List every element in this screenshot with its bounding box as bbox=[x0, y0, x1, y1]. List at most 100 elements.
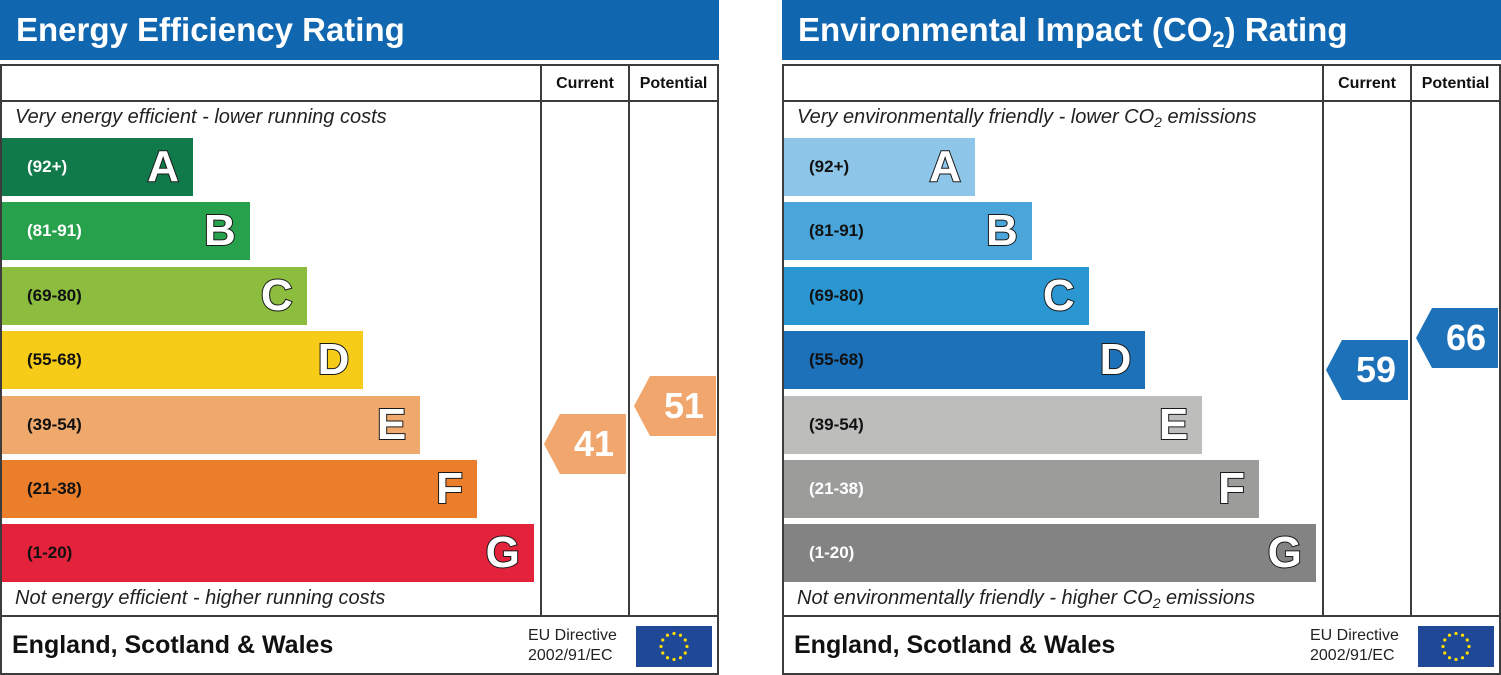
rating-band-b: (81-91) B bbox=[784, 202, 1032, 261]
band-letter: A bbox=[928, 141, 962, 192]
eu-star-icon bbox=[1460, 633, 1465, 637]
eu-star-icon bbox=[1443, 638, 1447, 642]
rating-band-c: (69-80) C bbox=[2, 266, 307, 325]
column-divider bbox=[540, 64, 542, 617]
energy-efficiency-panel: Energy Efficiency Rating Current Potenti… bbox=[0, 0, 719, 675]
eu-star-icon bbox=[1447, 656, 1452, 660]
current-rating-marker: 59 bbox=[1326, 340, 1408, 400]
current-rating-value: 59 bbox=[1355, 349, 1397, 390]
top-note-end: emissions bbox=[1161, 106, 1257, 128]
eu-star-icon bbox=[683, 651, 687, 655]
band-letter: G bbox=[1267, 527, 1303, 578]
environmental-impact-panel: Environmental Impact (CO2) Rating Curren… bbox=[782, 0, 1501, 675]
potential-rating-marker: 51 bbox=[634, 376, 716, 436]
eu-star-icon bbox=[1441, 644, 1445, 649]
eu-star-icon bbox=[665, 633, 670, 637]
band-range-label: (92+) bbox=[27, 157, 68, 176]
band-range-label: (21-38) bbox=[27, 479, 82, 498]
eu-star-icon bbox=[678, 633, 683, 637]
band-range-label: (21-38) bbox=[809, 479, 864, 498]
band-range-label: (81-91) bbox=[809, 221, 864, 241]
marker-arrow-shape bbox=[1326, 340, 1408, 400]
rating-band-b: (81-91) B bbox=[2, 202, 250, 261]
band-range-label: (55-68) bbox=[27, 350, 82, 370]
band-range-label: (81-91) bbox=[27, 221, 82, 241]
band-letter: E bbox=[376, 399, 407, 450]
eu-star-icon bbox=[1443, 651, 1447, 655]
eu-directive: EU Directive 2002/91/EC bbox=[528, 626, 617, 666]
band-range-label: (69-80) bbox=[27, 285, 82, 305]
top-note-main: Very environmentally friendly - lower CO bbox=[797, 106, 1155, 128]
band-letter: C bbox=[260, 270, 294, 321]
band-range-label: (69-80) bbox=[809, 285, 864, 305]
title-main: Environmental Impact (CO bbox=[798, 11, 1213, 48]
eu-directive-line1: EU Directive bbox=[1310, 627, 1399, 644]
eu-star-icon bbox=[683, 638, 687, 642]
footer-divider bbox=[782, 615, 1501, 617]
column-divider bbox=[1410, 64, 1412, 617]
footer-region: England, Scotland & Wales bbox=[12, 631, 334, 659]
current-rating-marker: 41 bbox=[544, 414, 626, 474]
energy-efficiency-title: Energy Efficiency Rating bbox=[0, 0, 719, 60]
band-letter: B bbox=[985, 205, 1019, 256]
marker-arrow-polygon bbox=[1416, 308, 1498, 368]
marker-arrow-shape bbox=[544, 414, 626, 474]
potential-rating-value: 51 bbox=[663, 385, 705, 426]
rating-band-g: (1-20) G bbox=[2, 524, 534, 583]
marker-arrow-polygon bbox=[1326, 340, 1408, 400]
eu-star-icon bbox=[1460, 656, 1465, 660]
band-letter: G bbox=[485, 527, 521, 578]
bottom-note: Not environmentally friendly - higher CO… bbox=[797, 587, 1255, 610]
rating-band-c: (69-80) C bbox=[784, 266, 1089, 325]
bottom-note-main: Not environmentally friendly - higher CO bbox=[797, 587, 1153, 609]
band-range-label: (1-20) bbox=[809, 543, 855, 563]
band-range-label: (92+) bbox=[809, 157, 850, 176]
title-subscript: 2 bbox=[1212, 27, 1225, 52]
eu-directive-line1: EU Directive bbox=[528, 627, 617, 644]
eu-directive-line2: 2002/91/EC bbox=[1310, 647, 1395, 664]
band-range-label: (55-68) bbox=[809, 350, 864, 370]
band-range-label: (39-54) bbox=[809, 414, 864, 434]
band-range-label: (1-20) bbox=[27, 543, 73, 563]
eu-star-icon bbox=[1454, 631, 1458, 636]
environmental-impact-title: Environmental Impact (CO2) Rating bbox=[782, 0, 1501, 60]
band-letter: A bbox=[146, 141, 180, 192]
potential-rating-value: 66 bbox=[1445, 317, 1487, 358]
eu-directive-line2: 2002/91/EC bbox=[528, 647, 613, 664]
top-note-subscript: 2 bbox=[1154, 114, 1162, 130]
current-column-header: Current bbox=[1338, 75, 1396, 92]
marker-arrow-polygon bbox=[634, 376, 716, 436]
eu-star-icon bbox=[1447, 633, 1452, 637]
band-letter: C bbox=[1042, 270, 1076, 321]
eu-directive: EU Directive 2002/91/EC bbox=[1310, 626, 1399, 666]
band-letter: F bbox=[435, 463, 464, 514]
rating-band-a: (92+) A bbox=[2, 138, 193, 196]
rating-band-e: (39-54) E bbox=[784, 395, 1203, 454]
footer-region: England, Scotland & Wales bbox=[794, 631, 1116, 659]
current-rating-value: 41 bbox=[573, 423, 615, 464]
rating-band-f: (21-38) F bbox=[784, 460, 1259, 518]
band-letter: F bbox=[1217, 463, 1246, 514]
eu-star-icon bbox=[1465, 651, 1469, 655]
marker-arrow-polygon bbox=[544, 414, 626, 474]
eu-stars-icon bbox=[659, 631, 689, 662]
eu-flag-icon bbox=[636, 626, 712, 667]
marker-arrow-shape bbox=[1416, 308, 1498, 368]
eu-star-icon bbox=[661, 638, 665, 642]
bottom-note-end: emissions bbox=[1160, 587, 1255, 609]
rating-band-d: (55-68) D bbox=[2, 331, 364, 390]
eu-star-icon bbox=[672, 631, 676, 636]
potential-column-header: Potential bbox=[639, 75, 708, 92]
eu-flag-icon bbox=[1418, 626, 1494, 667]
band-range-label: (39-54) bbox=[27, 414, 82, 434]
eu-star-icon bbox=[678, 656, 683, 660]
bottom-note: Not energy efficient - higher running co… bbox=[15, 587, 386, 609]
eu-star-icon bbox=[1454, 657, 1458, 662]
column-divider bbox=[628, 64, 630, 617]
eu-star-icon bbox=[1465, 638, 1469, 642]
band-letter: D bbox=[317, 334, 351, 385]
current-column-header: Current bbox=[556, 75, 614, 92]
top-note: Very energy efficient - lower running co… bbox=[15, 106, 387, 128]
eu-stars-icon bbox=[1441, 631, 1471, 662]
eu-star-icon bbox=[685, 644, 689, 649]
